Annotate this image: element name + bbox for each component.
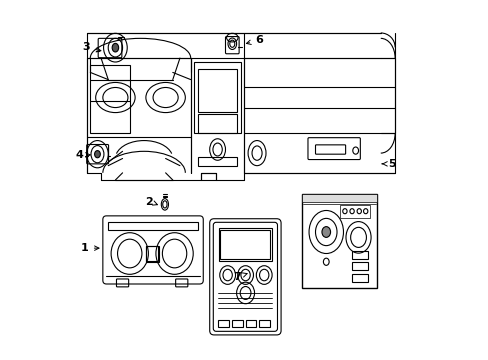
Text: 2: 2 bbox=[145, 197, 157, 207]
Bar bbox=[301, 194, 376, 202]
Text: 4: 4 bbox=[76, 150, 90, 160]
Bar bbox=[245, 320, 256, 327]
Bar bbox=[198, 157, 237, 166]
Bar bbox=[219, 228, 271, 261]
Bar bbox=[198, 114, 237, 134]
Bar bbox=[220, 230, 270, 259]
Bar bbox=[231, 320, 242, 327]
Text: 6: 6 bbox=[246, 35, 262, 45]
Text: 3: 3 bbox=[82, 42, 101, 52]
Ellipse shape bbox=[94, 150, 100, 158]
Bar bbox=[198, 69, 237, 112]
Bar bbox=[301, 194, 376, 288]
Text: 1: 1 bbox=[81, 243, 99, 253]
Text: 5: 5 bbox=[381, 159, 394, 169]
Bar bbox=[90, 65, 129, 134]
Bar bbox=[108, 222, 198, 230]
Bar bbox=[194, 62, 241, 134]
Bar bbox=[145, 246, 159, 262]
Bar bbox=[351, 262, 367, 270]
Bar bbox=[339, 205, 369, 218]
Bar bbox=[351, 274, 367, 282]
Bar bbox=[351, 251, 367, 259]
Bar bbox=[218, 320, 228, 327]
Ellipse shape bbox=[321, 226, 330, 237]
Ellipse shape bbox=[112, 43, 119, 52]
Bar bbox=[146, 246, 158, 261]
Bar bbox=[259, 320, 269, 327]
Text: 7: 7 bbox=[233, 272, 246, 282]
